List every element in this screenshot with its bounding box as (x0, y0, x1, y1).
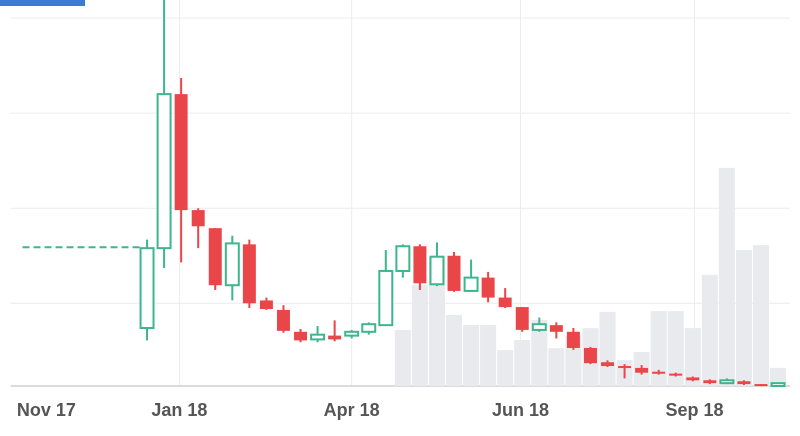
volume-bar (411, 284, 428, 386)
volume-bar (446, 314, 463, 386)
volume-bar (718, 167, 735, 386)
candle-body (601, 362, 614, 367)
candle-body (344, 330, 360, 337)
candle-body (618, 366, 632, 369)
candle-body (498, 297, 512, 308)
candle-body (447, 255, 461, 291)
candle-body (191, 210, 205, 227)
candle-body (310, 333, 326, 341)
candle-body (361, 323, 377, 333)
candle-body (174, 94, 188, 211)
volume-bar (497, 350, 514, 386)
candle-body (686, 377, 700, 381)
volume-bar (394, 330, 411, 386)
x-tick-label: Sep 18 (665, 400, 723, 420)
volume-bar (565, 335, 582, 386)
candle-body (719, 379, 735, 385)
candle-body (566, 331, 580, 348)
candle-body (481, 277, 495, 298)
volume-bar (735, 250, 752, 386)
candle-body (156, 93, 172, 250)
top-bar (0, 0, 85, 6)
candle-body (139, 247, 155, 330)
candle-body (463, 276, 479, 292)
x-tick-label: Apr 18 (324, 400, 380, 420)
volume-bar (428, 257, 445, 386)
volume-bar (650, 311, 667, 386)
volume-bar (548, 348, 565, 386)
candle-body (669, 373, 683, 376)
candle-body (754, 384, 768, 387)
candle-body (208, 228, 222, 286)
candle-body (652, 371, 666, 374)
volume-bar (599, 311, 616, 386)
candle-body (703, 380, 717, 384)
candle-body (515, 307, 529, 330)
volume-bar (770, 367, 787, 386)
volume-bar (701, 274, 718, 386)
candle-body (583, 347, 597, 364)
volume-bar (463, 325, 480, 386)
candle-body (413, 246, 427, 284)
x-tick-label: Jan 18 (151, 400, 207, 420)
candle-body (770, 382, 786, 388)
candle-body (737, 381, 751, 385)
x-tick-label: Jun 18 (492, 400, 549, 420)
volume-bar (514, 340, 531, 386)
candle-body (549, 325, 563, 332)
x-tick-label: Nov 17 (17, 400, 76, 420)
volume-bar (531, 319, 548, 386)
candle-body (429, 255, 445, 286)
candle-body (395, 245, 411, 272)
candle-body (378, 269, 394, 327)
candle-body (531, 323, 547, 331)
volume-bar (752, 245, 770, 386)
candle-body (276, 309, 290, 331)
candle-body (328, 335, 342, 340)
candle-body (259, 300, 273, 309)
candle-body (635, 367, 649, 373)
volume-bar (667, 311, 684, 386)
candle-body (242, 244, 256, 304)
volume-bar (684, 328, 701, 386)
candle-body (224, 242, 240, 287)
candle-body (294, 331, 308, 341)
volume-bar (480, 325, 497, 386)
